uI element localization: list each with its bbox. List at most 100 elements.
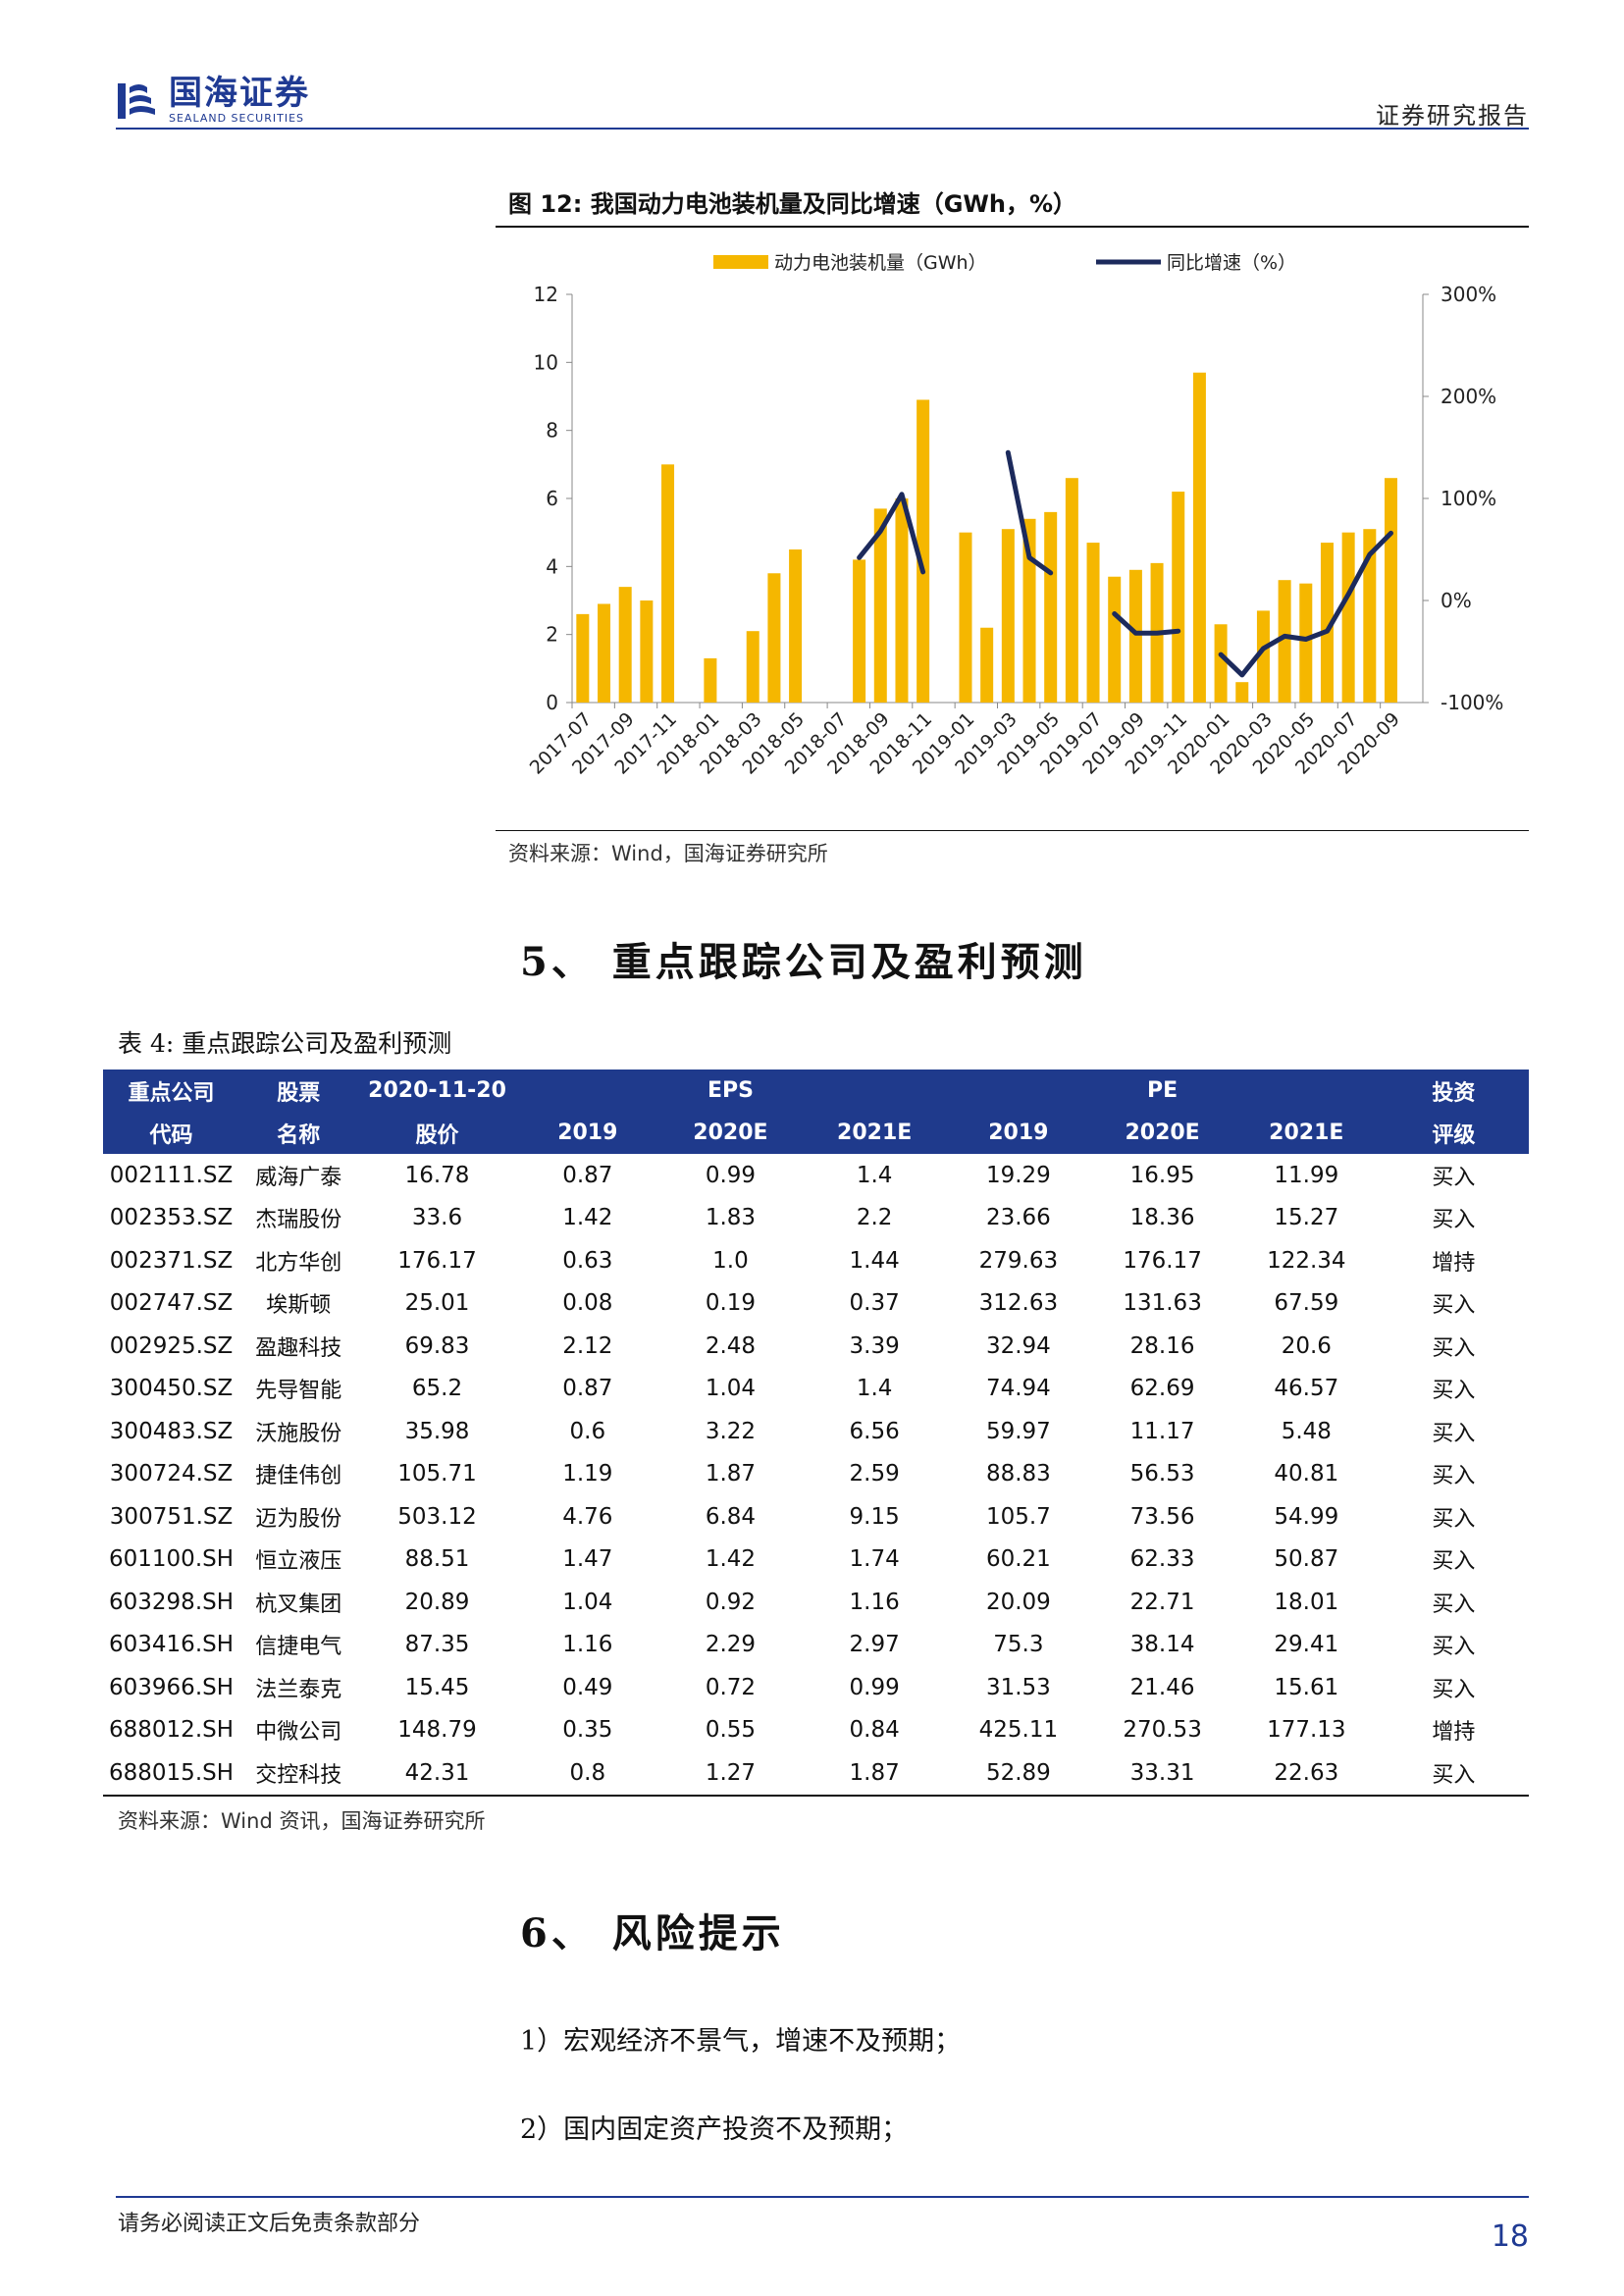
y-right-tick-label: 0%: [1441, 589, 1472, 612]
stock-code-cell: 300724.SZ: [109, 1461, 234, 1487]
eps-2021e-cell: 2.59: [849, 1461, 900, 1487]
eps-2021e-cell: 1.44: [849, 1247, 900, 1274]
pe-2020e-cell: 38.14: [1129, 1632, 1195, 1658]
table-row: 002747.SZ 埃斯顿 25.01 0.08 0.19 0.37 312.63 131.6…: [103, 1282, 1529, 1326]
bar: [767, 573, 781, 703]
section-6-title: 6、 风险提示: [520, 1910, 785, 1957]
bar: [1108, 576, 1122, 703]
table-row: 002371.SZ 北方华创 176.17 0.63 1.0 1.44 279.63 176.…: [103, 1239, 1529, 1282]
pe-2020e-cell: 56.53: [1129, 1461, 1195, 1487]
stock-name-cell: 沃施股份: [255, 1421, 342, 1446]
eps-2019-cell: 1.04: [562, 1589, 613, 1615]
table-row: 300450.SZ 先导智能 65.2 0.87 1.04 1.4 74.94 62.69 46…: [103, 1368, 1529, 1411]
rating-cell: 买入: [1432, 1421, 1476, 1446]
bar: [1214, 624, 1228, 703]
y-right-tick-label: -100%: [1441, 691, 1503, 714]
risk-item-2: 2）国内固定资产投资不及预期；: [520, 2114, 909, 2145]
stock-name-cell: 威海广泰: [255, 1165, 342, 1190]
table-row: 601100.SH 恒立液压 88.51 1.47 1.42 1.74 60.21 62.33…: [103, 1539, 1529, 1582]
header-pe-2020e: 2020E: [1090, 1112, 1234, 1154]
eps-2021e-cell: 6.56: [849, 1418, 900, 1444]
eps-2020e-cell: 6.84: [705, 1503, 757, 1530]
figure-top-rule: [496, 226, 1529, 228]
legend-bar-swatch: [713, 255, 768, 269]
bar: [1235, 682, 1249, 703]
bar: [746, 631, 760, 703]
pe-2020e-cell: 176.17: [1123, 1247, 1202, 1274]
header-pe: PE: [1090, 1070, 1234, 1112]
stock-code-cell: 002111.SZ: [109, 1162, 234, 1188]
eps-2021e-cell: 1.4: [856, 1162, 893, 1188]
rating-cell: 买入: [1432, 1506, 1476, 1532]
eps-2021e-cell: 1.74: [849, 1546, 900, 1573]
table-row: 002353.SZ 杰瑞股份 33.6 1.42 1.83 2.2 23.66 18.36 15…: [103, 1197, 1529, 1240]
logo-cn-text: 国海证券: [169, 74, 310, 113]
pe-2019-cell: 425.11: [978, 1717, 1059, 1744]
pe-2021e-cell: 22.63: [1233, 1751, 1379, 1797]
eps-2019-cell: 2.12: [562, 1332, 613, 1359]
y-right-tick-label: 100%: [1441, 487, 1496, 510]
rating-cell: 买入: [1432, 1335, 1476, 1361]
eps-2019-cell: 0.08: [562, 1290, 613, 1317]
eps-2020e-cell: 1.27: [658, 1751, 803, 1797]
header-code: 重点公司: [103, 1070, 240, 1112]
footer-divider: [116, 2196, 1529, 2198]
rating-cell: 增持: [1432, 1720, 1476, 1746]
eps-2019-cell: 0.49: [562, 1674, 613, 1700]
legend-bar-label: 动力电池装机量（GWh）: [774, 252, 987, 274]
pe-2021e-cell: 5.48: [1281, 1418, 1332, 1444]
rating-cell: 买入: [1432, 1464, 1476, 1489]
pe-2019-cell: 23.66: [985, 1205, 1051, 1231]
pe-2020e-cell: 62.69: [1129, 1376, 1195, 1402]
growth-line-segment: [1005, 449, 1054, 576]
figure-title: 图 12: 我国动力电池装机量及同比增速（GWh，%）: [508, 190, 1077, 218]
eps-2021e-cell: 1.87: [802, 1751, 947, 1797]
stock-code-cell: 002353.SZ: [109, 1205, 234, 1231]
battery-installation-chart: 024681012-100%0%100%200%300%2017-072017-…: [526, 252, 1504, 779]
eps-2021e-cell: 9.15: [849, 1503, 900, 1530]
header-rating-2: 评级: [1378, 1112, 1529, 1154]
y-right-tick-label: 300%: [1441, 283, 1496, 306]
stock-code-cell: 601100.SH: [109, 1546, 235, 1573]
eps-2019-cell: 0.8: [516, 1751, 659, 1797]
bar: [1044, 511, 1058, 703]
eps-2020e-cell: 1.0: [712, 1247, 749, 1274]
pe-2021e-cell: 15.61: [1274, 1674, 1339, 1700]
header-eps-2021e: 2021E: [802, 1112, 947, 1154]
pe-2021e-cell: 122.34: [1267, 1247, 1346, 1274]
bar: [1128, 569, 1142, 703]
header-price: 股价: [357, 1112, 517, 1154]
stock-code-cell: 002747.SZ: [109, 1290, 234, 1317]
bar: [1086, 543, 1100, 703]
header-rating: 投资: [1378, 1070, 1529, 1112]
header-divider: [116, 128, 1529, 130]
pe-2020e-cell: 73.56: [1129, 1503, 1195, 1530]
table-row: 688015.SH 交控科技 42.31 0.8 1.27 1.87 52.89 33.31 2…: [103, 1751, 1529, 1797]
bar: [1320, 543, 1334, 703]
header-code-2: 代码: [103, 1112, 240, 1154]
eps-2020e-cell: 2.29: [705, 1632, 757, 1658]
table-row: 002925.SZ 盈趣科技 69.83 2.12 2.48 3.39 32.94 28.16…: [103, 1325, 1529, 1368]
company-logo: 国海证券 SEALAND SECURITIES: [116, 77, 310, 125]
bar: [1001, 529, 1015, 703]
eps-2019-cell: 1.16: [562, 1632, 613, 1658]
rating-cell: 买入: [1432, 1293, 1476, 1319]
stock-name-cell: 先导智能: [255, 1379, 342, 1404]
bar: [1384, 478, 1397, 703]
stock-code-cell: 002371.SZ: [109, 1247, 234, 1274]
pe-2020e-cell: 21.46: [1129, 1674, 1195, 1700]
pe-2019-cell: 105.7: [985, 1503, 1051, 1530]
price-cell: 33.6: [411, 1205, 463, 1231]
pe-2021e-cell: 46.57: [1274, 1376, 1339, 1402]
stock-name-cell: 杰瑞股份: [255, 1208, 342, 1233]
header-date: 2020-11-20: [357, 1070, 517, 1112]
price-cell: 69.83: [404, 1332, 470, 1359]
y-right-tick-label: 200%: [1441, 385, 1496, 408]
bar: [789, 549, 803, 703]
price-cell: 88.51: [404, 1546, 470, 1573]
bar: [640, 600, 654, 703]
bar: [980, 627, 994, 703]
growth-line-segment: [1112, 611, 1181, 636]
stock-code-cell: 300751.SZ: [109, 1503, 234, 1530]
y-left-tick-label: 2: [546, 623, 558, 647]
